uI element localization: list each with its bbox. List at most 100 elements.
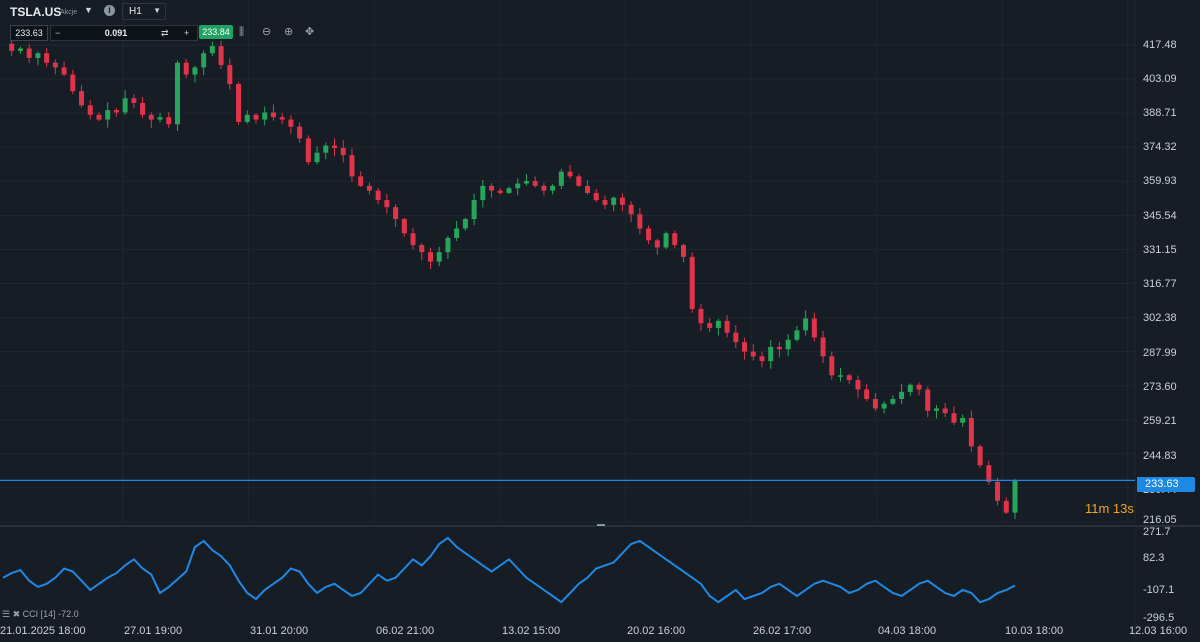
candle-body: [462, 219, 468, 229]
candle-body: [768, 346, 774, 362]
price-axis-label: 388.71: [1143, 107, 1177, 119]
candle-body: [986, 465, 992, 482]
candle-body: [663, 233, 669, 248]
candle-body: [680, 245, 686, 257]
candle-body: [140, 102, 146, 115]
candle-body: [480, 185, 486, 201]
time-axis-label: 20.02 16:00: [627, 625, 686, 637]
candle-body: [864, 389, 870, 399]
candle-body: [829, 356, 835, 376]
timeframe-label: H1: [129, 6, 142, 17]
candle-body: [637, 214, 643, 229]
decrease-button[interactable]: −: [55, 28, 61, 38]
candle-body: [375, 190, 381, 201]
candle-body: [715, 320, 721, 328]
candle-body: [515, 183, 521, 189]
candle-body: [201, 53, 207, 68]
candle-body: [87, 105, 93, 115]
candles-icon[interactable]: ⫼: [239, 26, 245, 38]
price-axis-label: 259.21: [1143, 415, 1177, 427]
candle-body: [907, 384, 913, 392]
quantity-input[interactable]: 0.091: [104, 28, 128, 38]
candle-body: [576, 176, 582, 186]
candle-body: [532, 181, 538, 186]
candle-body: [960, 417, 966, 423]
current-price-tag: 233.63: [1137, 477, 1195, 492]
candle-body: [358, 176, 364, 186]
candle-body: [890, 398, 896, 404]
candle-body: [733, 332, 739, 343]
candle-body: [1003, 500, 1009, 513]
candle-body: [523, 181, 529, 184]
zoom-out-icon[interactable]: ⊖: [262, 26, 272, 38]
candle-body: [942, 408, 948, 414]
candle-body: [995, 481, 1001, 501]
move-icon[interactable]: ✥: [305, 26, 315, 38]
candle-body: [9, 43, 15, 51]
timeframe-selector[interactable]: H1 ▼: [122, 3, 166, 20]
candle-body: [436, 252, 442, 262]
candle-body: [113, 110, 119, 113]
candle-body: [759, 356, 765, 362]
candle-body: [122, 98, 128, 113]
candle-body: [305, 138, 311, 163]
symbol-selector[interactable]: TSLA.US: [10, 5, 62, 19]
cci-legend-text: CCI [14] -72.0: [22, 609, 79, 619]
candle-body: [253, 114, 259, 120]
candle-body: [471, 200, 477, 220]
price-axis-label: 273.60: [1143, 381, 1177, 393]
candle-body: [166, 117, 172, 125]
candle-body: [35, 53, 41, 58]
chevron-down-icon[interactable]: ▼: [84, 5, 93, 15]
quantity-stepper[interactable]: − 0.091 ⇄ +: [50, 25, 198, 41]
candle-body: [855, 380, 861, 390]
candle-body: [925, 389, 931, 411]
price-axis-label: 302.38: [1143, 312, 1177, 324]
candle-body: [445, 237, 451, 253]
candle-body: [724, 320, 730, 333]
price-axis-label: 359.93: [1143, 175, 1177, 187]
cci-axis-label: 82.3: [1143, 552, 1165, 564]
increase-button[interactable]: +: [184, 28, 190, 38]
time-axis-label: 13.02 15:00: [502, 625, 561, 637]
candle-body: [427, 252, 433, 262]
sell-button[interactable]: 233.63: [10, 25, 48, 41]
candle-body: [881, 403, 887, 409]
candle-body: [750, 351, 756, 357]
candle-body: [314, 152, 320, 163]
symbol-type-label: Akcje: [60, 9, 78, 16]
candle-body: [689, 256, 695, 309]
candle-body: [811, 318, 817, 338]
candle-body: [270, 112, 276, 118]
candle-body: [279, 117, 285, 120]
price-axis-label: 244.83: [1143, 450, 1177, 462]
cci-line: [2, 536, 1016, 604]
zoom-in-icon[interactable]: ⊕: [284, 26, 294, 38]
cci-legend[interactable]: ☰ ✖ CCI [14] -72.0: [2, 609, 79, 619]
swap-icon[interactable]: ⇄: [161, 28, 169, 38]
price-axis-label: 287.99: [1143, 347, 1177, 359]
candle-body: [157, 117, 163, 120]
candle-body: [698, 308, 704, 324]
candle-body: [820, 337, 826, 357]
candle-body: [70, 74, 76, 92]
candle-body: [899, 391, 905, 399]
candle-body: [933, 408, 939, 411]
candle-body: [654, 240, 660, 248]
info-icon[interactable]: i: [104, 5, 115, 16]
candle-body: [174, 62, 180, 125]
candle-body: [506, 188, 512, 193]
candle-body: [131, 98, 137, 103]
time-axis-label: 06.02 21:00: [376, 625, 435, 637]
candle-body: [96, 114, 102, 120]
buy-button[interactable]: 233.84: [199, 25, 233, 39]
candle-body: [332, 145, 338, 148]
candle-body: [393, 207, 399, 220]
time-axis-label: 12.03 16:00: [1129, 625, 1188, 637]
candle-body: [742, 342, 748, 352]
candle-body: [401, 219, 407, 234]
candle-body: [951, 413, 957, 423]
time-axis-label: 27.01 19:00: [124, 625, 183, 637]
cci-axis-label: -296.5: [1143, 612, 1175, 624]
